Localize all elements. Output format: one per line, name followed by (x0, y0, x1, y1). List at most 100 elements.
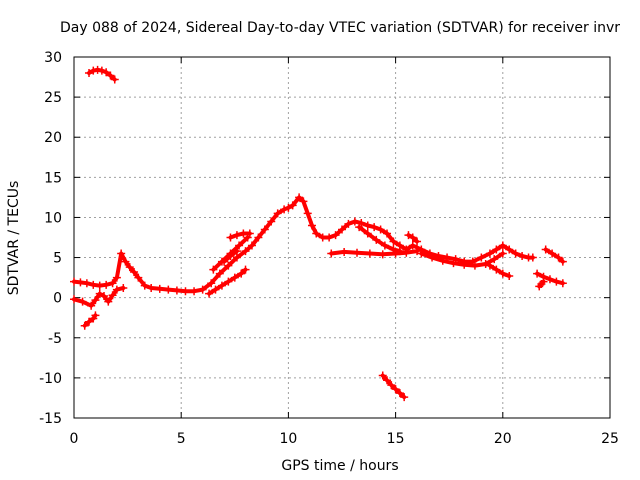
data-point (226, 251, 235, 260)
data-point (241, 265, 250, 274)
series-deep-negative-arc (378, 371, 409, 402)
data-point (245, 229, 254, 238)
data-point (378, 371, 387, 380)
data-point (365, 249, 374, 258)
data-point (492, 245, 501, 254)
data-point (226, 233, 235, 242)
series-evening-band (417, 249, 507, 270)
data-point (104, 297, 113, 306)
data-point (378, 250, 387, 259)
data-point (280, 205, 289, 214)
data-point (112, 285, 121, 294)
data-point (93, 65, 102, 74)
data-point (449, 259, 458, 268)
data-point (470, 261, 479, 270)
data-point (492, 265, 501, 274)
data-point (545, 275, 554, 284)
data-point (338, 225, 346, 234)
data-point (232, 231, 241, 240)
data-point (402, 248, 411, 257)
series-main-trace (70, 193, 537, 296)
y-tick-label: -10 (39, 371, 62, 387)
data-point (87, 301, 96, 310)
x-tick-label: 15 (387, 431, 405, 447)
data-point (498, 249, 507, 258)
series-low-dip (485, 261, 514, 281)
data-point (230, 273, 239, 282)
data-point (95, 289, 104, 298)
x-tick-label: 0 (70, 431, 79, 447)
data-point (413, 237, 422, 246)
data-point (357, 219, 366, 228)
data-point (327, 249, 336, 258)
data-point (389, 245, 398, 254)
grid-layer (74, 57, 610, 418)
data-point (477, 253, 486, 262)
chart-title: Day 088 of 2024, Sidereal Day-to-day VTE… (60, 20, 620, 36)
data-point (198, 285, 207, 294)
data-point (220, 257, 229, 266)
data-point (121, 257, 130, 266)
data-point (78, 297, 87, 306)
x-tick-label: 5 (177, 431, 186, 447)
series-late-arc-b (533, 269, 567, 288)
data-point (554, 253, 563, 262)
data-point (85, 69, 94, 78)
y-tick-label: 25 (44, 90, 62, 106)
data-point (267, 217, 276, 226)
x-tick-label: 20 (494, 431, 512, 447)
series-trace (72, 286, 126, 308)
data-point (387, 381, 396, 390)
data-point (85, 317, 94, 326)
series-trace (543, 247, 565, 264)
data-point (273, 209, 282, 218)
data-point (70, 277, 78, 286)
data-point (325, 233, 334, 242)
data-point (383, 376, 392, 385)
series-lower-trace (70, 284, 128, 310)
data-point (190, 287, 199, 296)
data-point (76, 278, 85, 287)
data-point (299, 197, 308, 206)
data-point (417, 249, 426, 258)
y-tick-label: 30 (44, 50, 62, 66)
data-point (541, 245, 550, 254)
series-mid-track (327, 247, 422, 259)
data-point (254, 233, 263, 242)
data-point (260, 225, 269, 234)
data-point (102, 280, 111, 289)
data-point (353, 248, 362, 257)
data-point (395, 389, 404, 398)
data-point (505, 272, 514, 281)
series-rising-arc-a (205, 265, 250, 298)
data-point (498, 269, 507, 278)
data-point (224, 261, 233, 270)
series-trace (82, 313, 98, 328)
data-point (209, 265, 218, 274)
y-tick-label: 15 (44, 170, 62, 186)
data-point (370, 223, 379, 232)
data-point (481, 259, 490, 268)
data-point (235, 241, 244, 250)
data-point (552, 277, 561, 286)
series-late-arc-c (535, 277, 548, 291)
data-point (295, 193, 304, 202)
data-point (400, 393, 409, 402)
data-point (140, 281, 149, 290)
data-point (428, 253, 437, 262)
data-point (112, 273, 121, 282)
data-point (91, 296, 100, 305)
y-axis-label: SDTVAR / TECUs (6, 181, 22, 296)
data-point (97, 66, 106, 75)
data-point (404, 231, 413, 240)
series-short-arc-c (226, 229, 254, 242)
data-point (125, 263, 134, 272)
data-point (372, 235, 381, 244)
y-tick-label: -15 (39, 411, 62, 427)
data-point (307, 221, 316, 230)
series-trace (487, 263, 512, 278)
data-point (518, 251, 527, 260)
series-negative-stub (80, 311, 100, 330)
data-point (80, 321, 89, 330)
